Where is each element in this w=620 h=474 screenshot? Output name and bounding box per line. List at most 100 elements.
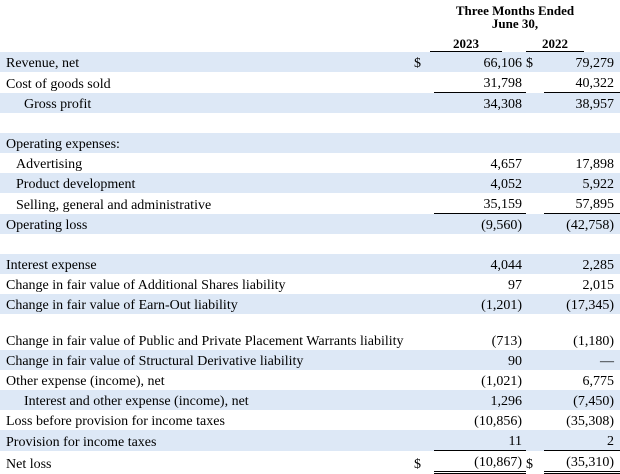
cell <box>434 234 526 254</box>
row: Interest and other expense (income), net… <box>0 390 620 410</box>
currency: $ <box>526 456 533 472</box>
currency <box>414 193 434 214</box>
value-2023: 4,044 <box>434 254 526 274</box>
value-2023: (9,560) <box>434 213 526 234</box>
header: Three Months Ended June 30, 2023 2022 <box>0 0 620 52</box>
row-label: Operating loss <box>0 213 414 234</box>
row-label: Cost of goods sold <box>6 76 111 92</box>
row: Provision for income taxes 11 2 <box>0 430 620 451</box>
value-2023 <box>434 133 526 153</box>
cell <box>544 113 620 133</box>
currency <box>414 92 434 113</box>
year-header: 2022 <box>526 36 584 52</box>
statement-table: Revenue, net $66,106 $79,279 Cost of goods … <box>0 52 620 474</box>
row-label: Change in fair value of Earn-Out liabili… <box>0 294 414 314</box>
currency <box>526 430 544 451</box>
row-label: Interest and other expense (income), net <box>0 390 414 410</box>
currency: $ <box>414 52 434 72</box>
value-2023: 35,159 <box>434 193 526 214</box>
row: Selling, general and administrative 35,15… <box>0 193 620 214</box>
currency <box>414 213 434 234</box>
value-2023: 31,798 <box>434 72 526 93</box>
currency <box>414 350 434 370</box>
currency <box>526 72 544 93</box>
currency <box>526 133 544 153</box>
currency <box>414 153 434 173</box>
currency <box>414 410 434 430</box>
value-2022: 17,898 <box>575 157 615 172</box>
row: Change in fair value of Additional Share… <box>0 274 620 294</box>
row-label: Operating expenses: <box>0 133 414 153</box>
value-2022: 2 <box>544 430 620 451</box>
row: Advertising 4,657 17,898 <box>0 153 620 173</box>
currency <box>526 92 544 113</box>
currency <box>414 173 434 193</box>
row: Loss before provision for income taxes (1… <box>0 410 620 430</box>
blank-row <box>0 113 620 133</box>
cell <box>0 234 414 254</box>
header-title: June 30, <box>491 16 539 31</box>
header-title: Three Months Ended <box>455 3 575 18</box>
value-2023: (1,021) <box>481 374 522 389</box>
value-2022: 2,285 <box>544 254 620 274</box>
value-2022: 40,322 <box>544 72 620 93</box>
row-label: Gross profit <box>0 92 414 113</box>
currency <box>414 314 434 350</box>
row: Revenue, net $66,106 $79,279 <box>0 52 620 72</box>
value-2022: 6,775 <box>582 374 615 389</box>
cell <box>544 234 620 254</box>
row-label: Net loss <box>6 456 52 472</box>
value-2022: (42,758) <box>544 213 620 234</box>
row: Product development 4,052 5,922 <box>0 173 620 193</box>
year-header: 2023 <box>430 36 502 52</box>
currency <box>526 294 544 314</box>
value-2023: (713) <box>491 334 522 349</box>
value-2022: (35,310) <box>544 450 620 474</box>
currency <box>526 254 544 274</box>
value-2022: (35,308) <box>566 414 614 429</box>
value-2023: 66,106 <box>434 52 526 72</box>
blank-row <box>0 234 620 254</box>
row: Cost of goods sold 31,798 40,322 <box>0 72 620 93</box>
row-label: Loss before provision for income taxes <box>6 414 225 429</box>
row-label: Revenue, net <box>0 52 414 72</box>
row: Change in fair value of Public and Priva… <box>0 314 620 350</box>
value-2022 <box>544 133 620 153</box>
value-2023: (10,867) <box>434 450 526 474</box>
value-2023: 97 <box>508 278 522 293</box>
value-2023: 1,296 <box>434 390 526 410</box>
currency <box>526 274 544 294</box>
value-2022: 57,895 <box>544 193 620 214</box>
row: Operating loss (9,560) (42,758) <box>0 213 620 234</box>
currency <box>526 193 544 214</box>
currency <box>414 430 434 451</box>
row-label: Change in fair value of Additional Share… <box>6 278 286 293</box>
currency: $ <box>414 456 421 472</box>
value-2022: (17,345) <box>544 294 620 314</box>
row-label: Provision for income taxes <box>0 430 414 451</box>
value-2022: 79,279 <box>544 52 620 72</box>
value-2023: 4,052 <box>434 173 526 193</box>
value-2022: (1,180) <box>573 334 614 349</box>
value-2023: (10,856) <box>474 414 522 429</box>
row: Change in fair value of Earn-Out liabili… <box>0 294 620 314</box>
value-2023: (1,201) <box>434 294 526 314</box>
row: Net loss $ (10,867) $ (35,310) <box>0 450 620 474</box>
currency <box>414 390 434 410</box>
value-2022: 5,922 <box>544 173 620 193</box>
currency <box>526 370 544 390</box>
row: Other expense (income), net (1,021) 6,775 <box>0 370 620 390</box>
row: Change in fair value of Structural Deriv… <box>0 350 620 370</box>
currency <box>526 350 544 370</box>
currency <box>526 410 544 430</box>
row-label: Product development <box>0 173 414 193</box>
row-label: Interest expense <box>0 254 414 274</box>
row-label: Change in fair value of Structural Deriv… <box>0 350 414 370</box>
currency <box>414 274 434 294</box>
row-label: Selling, general and administrative <box>16 197 212 213</box>
currency: $ <box>526 52 544 72</box>
cell <box>434 113 526 133</box>
row: Operating expenses: <box>0 133 620 153</box>
currency <box>414 294 434 314</box>
